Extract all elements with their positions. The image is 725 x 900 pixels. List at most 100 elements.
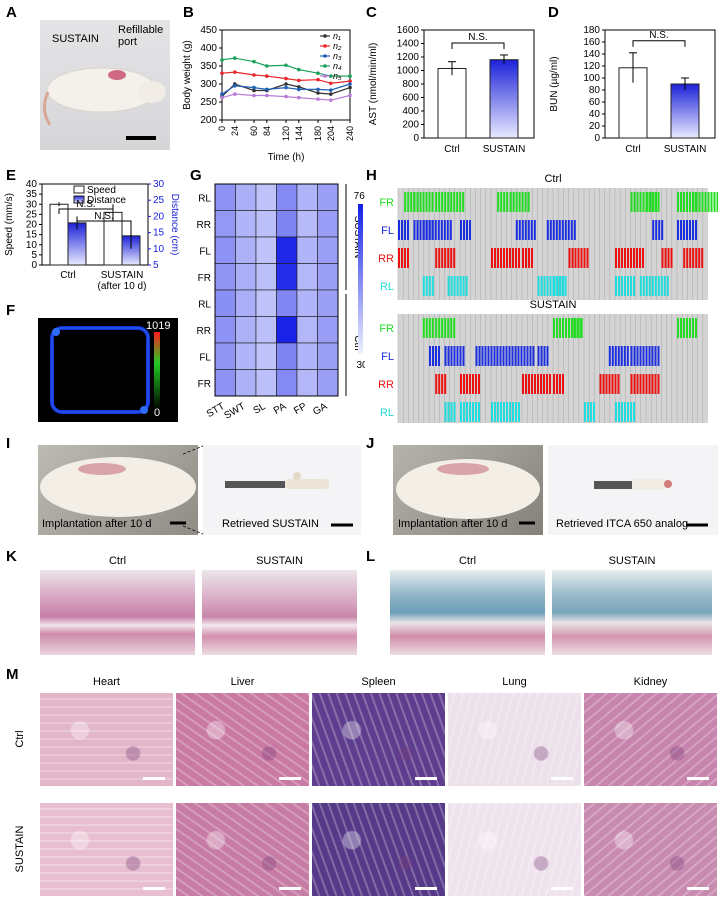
panel-letter-g: G [190,167,202,184]
scale-bar-m [279,777,301,780]
legend-swatch-speed-e [73,185,85,194]
y-tick-label-d: 80 [589,85,601,96]
row-label-g: FR [198,273,211,284]
histology-tile-m [176,693,309,786]
heatmap-cell-g [255,342,277,370]
x-tick-label-b: 144 [294,126,304,141]
panel-letter-h: H [366,167,377,184]
y-tick-label-d: 140 [583,49,600,60]
heatmap-cell-g [276,369,298,397]
y-tick-label-b: 350 [200,61,217,72]
x-axis-label-b: Time (h) [268,152,305,163]
data-point-b [252,59,256,64]
data-point-b [220,92,224,96]
scale-bar-m [551,887,573,890]
scale-bar-m [415,777,437,780]
colorbar-g [358,204,363,354]
heatmap-cell-g [276,236,298,264]
legend-label-b: n₅ [333,71,342,81]
heatmap-cell-g [296,369,318,397]
panel-letter-a: A [6,4,17,21]
scale-bar-m [687,777,709,780]
colorbar-max-f: 1019 [146,320,171,332]
x-tick-label-d: SUSTAIN [664,144,707,155]
histology-tile-m [312,693,445,786]
zoom-lines-i [183,445,204,535]
colorbar-max-g: 760 [354,191,365,202]
heatmap-cell-g [214,210,236,238]
limb-label-h: RL [380,407,394,419]
histology-tile-m [176,803,309,896]
data-point-b [233,70,237,74]
caption-i-right: Retrieved SUSTAIN [222,518,319,530]
gait-title-h: Ctrl [544,173,561,185]
y-axis-label-b: Body weight (g) [182,40,193,109]
significance-label-e: N.S. [76,199,95,210]
heatmap-cell-g [296,263,318,291]
significance-bracket-c [451,42,505,49]
data-point-b [220,71,224,75]
heatmap-cell-g [276,342,298,370]
data-point-b [233,84,237,88]
data-point-b [297,85,301,89]
row-label-g: FL [199,246,211,257]
y-axis-label-d: BUN (µg/ml) [549,56,560,111]
heatmap-cell-g [255,183,277,211]
data-point-b [297,67,301,72]
x-tick-label-e: SUSTAIN [101,270,144,281]
y-tick-label-b: 250 [200,97,217,108]
panel-letter-f: F [6,302,16,319]
histology-tile-m [448,803,581,896]
row-label-g: RR [197,326,211,337]
scale-bar-m [551,777,573,780]
significance-label-d: N.S. [649,30,668,41]
data-point-b [284,85,288,90]
heatmap-cell-g [235,210,257,238]
data-point-b [265,74,269,78]
data-point-b [316,91,320,95]
x-tick-label-e: Ctrl [60,270,76,281]
data-point-b [265,93,269,98]
legend-label-b: n₁ [333,31,341,41]
panel-letter-i: I [6,435,11,452]
heatmap-cell-g [214,236,236,264]
heatmap-cell-g [255,316,277,344]
column-label-m: Lung [502,676,527,688]
limb-label-h: FL [381,225,394,237]
y-axis-label-right-e: Distance (cm) [169,194,180,256]
column-label-g: GA [311,401,329,418]
legend-marker-b [323,64,327,68]
x-tick-label-b: 180 [313,126,323,141]
data-point-b [265,87,269,92]
caption-i-left: Implantation after 10 d [42,518,152,530]
heatmap-cell-g [276,289,298,317]
y-tick-label-d: 120 [583,61,600,72]
data-point-b [329,92,333,96]
y-tick-label-c: 0 [413,133,419,144]
limb-label-h: FR [379,197,394,209]
photo-j-retrieved [548,445,718,535]
histology-tile-m [584,693,717,786]
chart-b-body-weight: 200 250 300 350 400 450 0 24 60 84 120 144 180 204 240… [182,25,355,163]
y-tick-label-e: 0 [31,260,37,271]
y-tick-label-c: 200 [402,120,419,131]
significance-bracket-e [76,220,132,226]
y-tick-label-e: 25 [26,209,38,220]
significance-bracket-d [632,40,686,47]
column-label-m: Spleen [361,676,396,688]
colorbar-min-f: 0 [154,407,161,419]
caption-j-left: Implantation after 10 d [398,518,508,530]
k-ctrl-label: Ctrl [108,555,127,567]
y-tick-label-e: 35 [26,189,38,200]
y-tick-label-d: 100 [583,73,600,84]
scale-bar-m [415,887,437,890]
column-label-m: Kidney [633,676,668,688]
mouse-illustration [43,67,166,140]
histology-l-ctrl [390,570,545,655]
y-axis-label-e: Speed (mm/s) [4,193,15,256]
row-label-g: RL [198,299,211,310]
significance-bracket-e [58,208,114,214]
panel-letter-c: C [366,4,377,21]
legend-label-b: n₃ [333,51,342,61]
